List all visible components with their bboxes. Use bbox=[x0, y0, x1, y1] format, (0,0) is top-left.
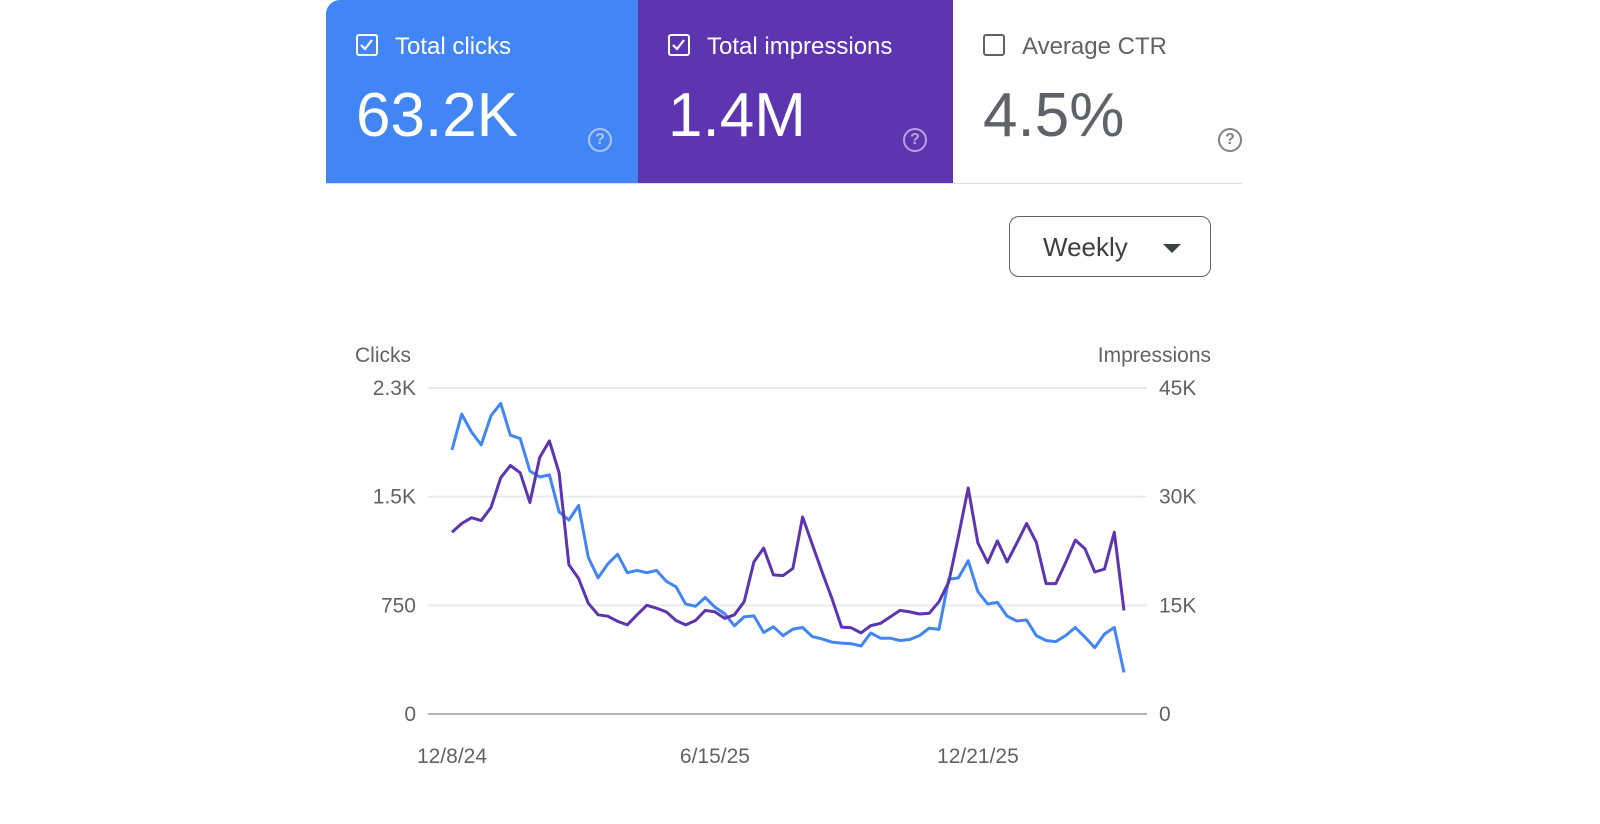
right-tick-label: 15K bbox=[1159, 594, 1196, 617]
metric-cards: Total clicks 63.2K ? Total impressions 1… bbox=[326, 0, 1242, 184]
left-tick-label: 750 bbox=[381, 594, 416, 617]
right-axis-label: Impressions bbox=[1098, 344, 1211, 367]
checkbox-checked-icon[interactable] bbox=[668, 34, 690, 56]
x-tick-label: 12/8/24 bbox=[417, 745, 487, 768]
question-circle-icon[interactable]: ? bbox=[903, 128, 927, 152]
right-tick-label: 30K bbox=[1159, 486, 1196, 509]
x-tick-label: 12/21/25 bbox=[937, 745, 1019, 768]
metric-label: Total clicks bbox=[395, 33, 512, 60]
metric-value: 1.4M bbox=[668, 81, 806, 150]
metric-card-average-ctr[interactable]: Average CTR 4.5% ? bbox=[953, 0, 1242, 183]
metric-value: 4.5% bbox=[983, 81, 1125, 150]
granularity-dropdown[interactable]: Weekly bbox=[1009, 216, 1211, 277]
metric-card-total-impressions[interactable]: Total impressions 1.4M ? bbox=[638, 0, 953, 183]
metric-card-total-clicks[interactable]: Total clicks 63.2K ? bbox=[326, 0, 638, 183]
left-tick-label: 2.3K bbox=[373, 377, 416, 400]
checkbox-unchecked-icon[interactable] bbox=[983, 34, 1005, 56]
dropdown-value: Weekly bbox=[1043, 232, 1128, 262]
question-circle-icon[interactable]: ? bbox=[588, 128, 612, 152]
series-line-clicks bbox=[450, 401, 1126, 673]
checkbox-checked-icon[interactable] bbox=[356, 34, 378, 56]
metric-value: 63.2K bbox=[356, 81, 519, 150]
left-axis-label: Clicks bbox=[355, 344, 411, 367]
right-tick-label: 0 bbox=[1159, 703, 1171, 726]
x-tick-label: 6/15/25 bbox=[680, 745, 750, 768]
left-tick-label: 0 bbox=[404, 703, 416, 726]
question-circle-icon[interactable]: ? bbox=[1218, 128, 1242, 152]
left-tick-label: 1.5K bbox=[373, 486, 416, 509]
series-line-impressions bbox=[450, 439, 1126, 635]
caret-down-icon bbox=[1163, 244, 1181, 253]
metric-label: Total impressions bbox=[707, 33, 893, 60]
right-tick-label: 45K bbox=[1159, 377, 1196, 400]
metric-label: Average CTR bbox=[1022, 33, 1167, 60]
